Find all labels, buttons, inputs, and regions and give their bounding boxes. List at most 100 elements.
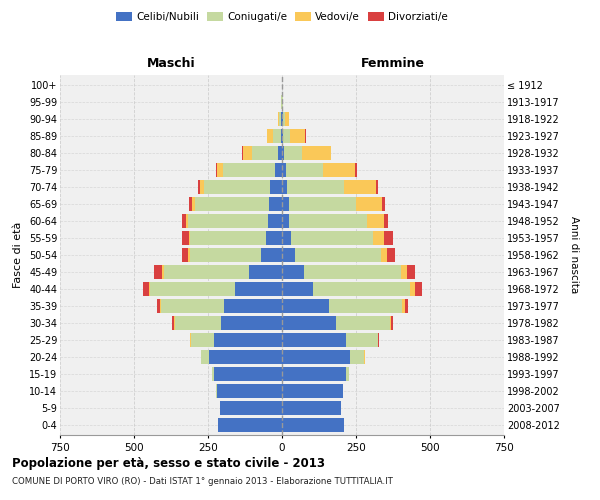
- Bar: [275, 163, 282, 178]
- Bar: [193, 197, 194, 212]
- Bar: [175, 316, 221, 330]
- Bar: [217, 384, 282, 398]
- Bar: [188, 248, 190, 262]
- Text: Popolazione per età, sesso e stato civile - 2013: Popolazione per età, sesso e stato civil…: [12, 458, 325, 470]
- Bar: [313, 282, 410, 296]
- Bar: [282, 400, 341, 415]
- Bar: [282, 282, 313, 296]
- Bar: [391, 316, 393, 330]
- Bar: [201, 350, 209, 364]
- Bar: [270, 180, 282, 194]
- Bar: [390, 316, 391, 330]
- Bar: [197, 180, 200, 194]
- Bar: [162, 265, 164, 279]
- Bar: [282, 214, 289, 228]
- Bar: [282, 197, 289, 212]
- Bar: [346, 332, 377, 347]
- Bar: [382, 197, 385, 212]
- Bar: [336, 316, 390, 330]
- Bar: [182, 214, 187, 228]
- Bar: [282, 265, 304, 279]
- Bar: [384, 214, 388, 228]
- Bar: [223, 163, 275, 178]
- Bar: [289, 214, 367, 228]
- Bar: [212, 366, 214, 381]
- Bar: [164, 265, 250, 279]
- Text: Femmine: Femmine: [361, 57, 425, 70]
- Bar: [278, 112, 279, 126]
- Bar: [203, 180, 270, 194]
- Bar: [415, 282, 422, 296]
- Bar: [410, 282, 415, 296]
- Bar: [284, 146, 302, 160]
- Bar: [282, 248, 295, 262]
- Bar: [376, 180, 379, 194]
- Bar: [407, 265, 415, 279]
- Bar: [295, 248, 380, 262]
- Bar: [282, 180, 287, 194]
- Bar: [200, 180, 203, 194]
- Text: COMUNE DI PORTO VIRO (RO) - Dati ISTAT 1° gennaio 2013 - Elaborazione TUTTITALIA: COMUNE DI PORTO VIRO (RO) - Dati ISTAT 1…: [12, 478, 393, 486]
- Bar: [217, 163, 223, 178]
- Bar: [149, 282, 150, 296]
- Bar: [329, 298, 402, 313]
- Bar: [281, 129, 282, 144]
- Bar: [302, 146, 331, 160]
- Bar: [289, 197, 356, 212]
- Bar: [190, 248, 260, 262]
- Bar: [220, 400, 282, 415]
- Bar: [355, 163, 357, 178]
- Bar: [350, 350, 364, 364]
- Bar: [269, 197, 282, 212]
- Bar: [282, 384, 343, 398]
- Bar: [404, 298, 408, 313]
- Bar: [387, 248, 395, 262]
- Bar: [214, 332, 282, 347]
- Bar: [218, 418, 282, 432]
- Bar: [143, 282, 149, 296]
- Bar: [282, 366, 346, 381]
- Bar: [385, 231, 393, 245]
- Y-axis label: Fasce di età: Fasce di età: [13, 222, 23, 288]
- Bar: [157, 298, 160, 313]
- Bar: [283, 129, 290, 144]
- Bar: [272, 129, 281, 144]
- Bar: [402, 298, 404, 313]
- Bar: [190, 231, 266, 245]
- Bar: [356, 197, 382, 212]
- Bar: [267, 129, 272, 144]
- Bar: [282, 146, 284, 160]
- Bar: [323, 163, 355, 178]
- Y-axis label: Anni di nascita: Anni di nascita: [569, 216, 579, 294]
- Bar: [279, 112, 281, 126]
- Bar: [194, 197, 269, 212]
- Bar: [282, 129, 283, 144]
- Bar: [278, 146, 282, 160]
- Bar: [304, 265, 401, 279]
- Bar: [221, 316, 282, 330]
- Bar: [291, 231, 373, 245]
- Bar: [282, 332, 346, 347]
- Bar: [285, 112, 289, 126]
- Bar: [224, 298, 282, 313]
- Bar: [282, 316, 336, 330]
- Legend: Celibi/Nubili, Coniugati/e, Vedovi/e, Divorziati/e: Celibi/Nubili, Coniugati/e, Vedovi/e, Di…: [112, 8, 452, 26]
- Bar: [191, 332, 214, 347]
- Text: Maschi: Maschi: [146, 57, 196, 70]
- Bar: [401, 265, 407, 279]
- Bar: [282, 298, 329, 313]
- Bar: [209, 350, 282, 364]
- Bar: [243, 146, 253, 160]
- Bar: [282, 163, 286, 178]
- Bar: [268, 214, 282, 228]
- Bar: [182, 248, 188, 262]
- Bar: [188, 214, 268, 228]
- Bar: [287, 180, 344, 194]
- Bar: [282, 231, 291, 245]
- Bar: [190, 197, 193, 212]
- Bar: [290, 129, 305, 144]
- Bar: [250, 265, 282, 279]
- Bar: [346, 366, 349, 381]
- Bar: [367, 214, 384, 228]
- Bar: [216, 163, 217, 178]
